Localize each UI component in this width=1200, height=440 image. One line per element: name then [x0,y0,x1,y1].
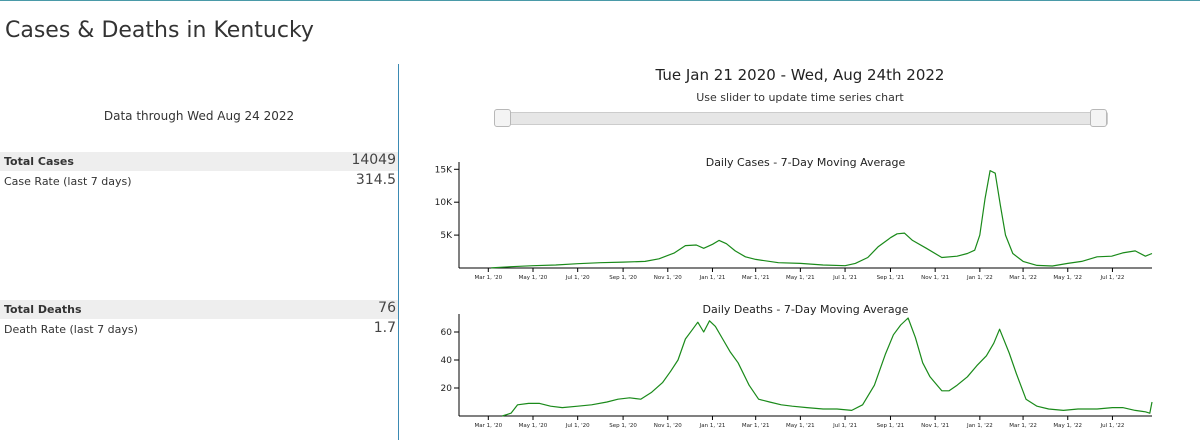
total-deaths-label: Total Deaths [4,303,82,316]
deaths-x-tick-label: Jan 1, '22 [966,423,993,429]
total-deaths-value: 76 [378,300,396,316]
deaths-chart-title: Daily Deaths - 7-Day Moving Average [703,303,909,316]
cases-x-tick-label: Jul 1, '22 [1099,275,1124,281]
cases-x-tick-label: Mar 1, '22 [1009,275,1037,281]
date-range-title: Tue Jan 21 2020 - Wed, Aug 24th 2022 [655,66,945,84]
cases-x-tick-label: Sep 1, '20 [609,275,637,281]
deaths-x-tick-label: Jul 1, '20 [565,423,590,429]
cases-x-tick-label: Sep 1, '21 [877,275,905,281]
cases-x-tick-label: Nov 1, '21 [921,275,949,281]
cases-x-tick-label: Mar 1, '21 [742,275,770,281]
cases-chart-title: Daily Cases - 7-Day Moving Average [706,156,906,169]
deaths-x-tick-label: May 1, '20 [519,423,548,429]
deaths-x-tick-label: Nov 1, '21 [921,423,949,429]
total-deaths-row: Total Deaths 76 [0,300,398,319]
deaths-y-tick-label: 40 [441,356,453,366]
cases-x-tick-label: Nov 1, '20 [654,275,682,281]
case-rate-label: Case Rate (last 7 days) [4,175,132,188]
slider-end-handle[interactable] [1090,109,1107,127]
cases-x-tick-label: Mar 1, '20 [474,275,502,281]
deaths-x-tick-label: May 1, '22 [1053,423,1082,429]
data-through-label: Data through Wed Aug 24 2022 [103,109,295,123]
slider-hint: Use slider to update time series chart [696,91,904,104]
case-rate-value: 314.5 [355,172,396,188]
cases-x-tick-label: Jul 1, '20 [565,275,590,281]
deaths-x-tick-label: Sep 1, '20 [609,423,637,429]
cases-x-tick-label: Jul 1, '21 [832,275,857,281]
deaths-x-tick-label: Mar 1, '20 [474,423,502,429]
case-rate-row: Case Rate (last 7 days) 314.5 [0,172,398,191]
total-cases-label: Total Cases [4,155,74,168]
cases-chart: Daily Cases - 7-Day Moving Average 5K 10K 1… [435,156,1153,281]
cases-x-tick-label: May 1, '21 [786,275,815,281]
slider-start-handle[interactable] [494,109,511,127]
top-accent-bar [0,0,1200,1]
cases-x-tick-label: May 1, '22 [1053,275,1082,281]
total-cases-value: 14049 [351,152,396,168]
total-cases-row: Total Cases 14049 [0,152,398,171]
death-rate-value: 1.7 [373,320,396,336]
cases-x-tick-label: May 1, '20 [519,275,548,281]
deaths-x-tick-label: Nov 1, '20 [654,423,682,429]
cases-y-tick-label: 10K [435,198,453,208]
cases-x-tick-label: Jan 1, '21 [699,275,726,281]
deaths-series-line [502,317,1153,417]
cases-y-tick-label: 15K [435,165,453,175]
date-range-slider-track[interactable] [494,112,1108,125]
cases-series-line [491,170,1153,269]
cases-y-tick-label: 5K [440,231,453,241]
deaths-x-tick-label: Mar 1, '22 [1009,423,1037,429]
summary-panel: Data through Wed Aug 24 2022 Total Cases… [0,60,398,440]
deaths-x-tick-label: May 1, '21 [786,423,815,429]
death-rate-label: Death Rate (last 7 days) [4,323,138,336]
deaths-x-tick-label: Jul 1, '22 [1099,423,1124,429]
deaths-x-tick-label: Jul 1, '21 [832,423,857,429]
deaths-x-tick-label: Jan 1, '21 [699,423,726,429]
deaths-y-tick-label: 60 [441,328,453,338]
panel-divider [398,64,399,440]
deaths-x-tick-label: Sep 1, '21 [877,423,905,429]
deaths-chart: Daily Deaths - 7-Day Moving Average 20 40 6… [441,303,1153,429]
deaths-x-tick-label: Mar 1, '21 [742,423,770,429]
deaths-y-tick-label: 20 [441,384,453,394]
death-rate-row: Death Rate (last 7 days) 1.7 [0,320,398,339]
cases-x-tick-label: Jan 1, '22 [966,275,993,281]
page-title: Cases & Deaths in Kentucky [5,18,314,43]
